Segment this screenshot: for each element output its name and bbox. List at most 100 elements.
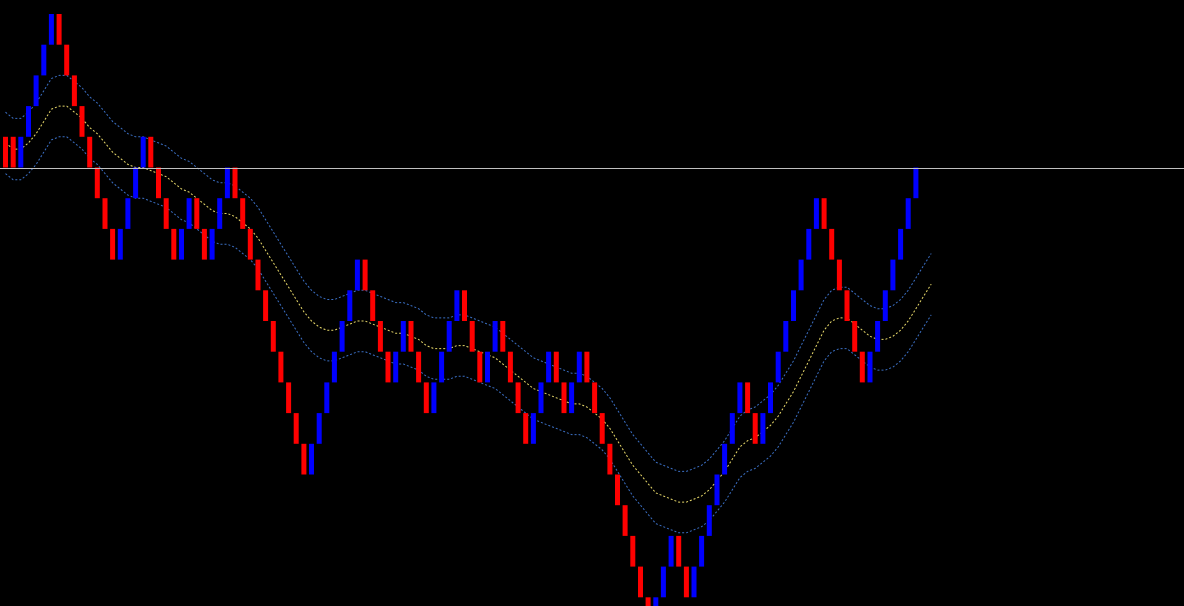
renko-brick-up (760, 413, 766, 444)
renko-brick-down (416, 351, 422, 383)
renko-brick-up (806, 228, 812, 260)
renko-brick-down (599, 413, 605, 444)
renko-brick-up (706, 505, 712, 536)
renko-brick-up (26, 106, 31, 137)
renko-brick-up (768, 382, 773, 414)
renko-brick-down (232, 167, 238, 199)
renko-brick-down (622, 505, 628, 536)
renko-brick-up (813, 198, 819, 229)
renko-brick-down (110, 228, 116, 260)
renko-brick-down (286, 382, 292, 414)
renko-brick-down (683, 566, 689, 598)
renko-brick-up (209, 228, 215, 260)
renko-brick-down (592, 382, 598, 414)
renko-brick-down (278, 351, 284, 383)
renko-brick-up (41, 44, 47, 76)
renko-brick-down (676, 535, 682, 567)
renko-brick-down (370, 290, 376, 321)
renko-brick-down (362, 259, 368, 291)
renko-brick-down (270, 321, 276, 352)
renko-brick-down (64, 44, 70, 76)
renko-brick-up (492, 321, 498, 352)
renko-brick-up (530, 413, 536, 444)
renko-brick-up (33, 75, 39, 107)
renko-brick-up (339, 321, 345, 352)
renko-brick-down (79, 106, 85, 137)
renko-brick-up (875, 321, 881, 352)
renko-brick-down (584, 351, 590, 383)
renko-brick-down (301, 443, 307, 475)
renko-brick-down (630, 535, 636, 567)
renko-brick-up (699, 535, 705, 567)
renko-brick-up (668, 535, 674, 567)
renko-brick-up (347, 290, 353, 321)
renko-brick-down (607, 443, 613, 475)
renko-brick-down (263, 290, 269, 321)
renko-brick-up (117, 228, 123, 260)
renko-brick-down (462, 290, 467, 321)
renko-brick-up (913, 167, 919, 199)
renko-brick-up (905, 198, 911, 229)
renko-brick-up (660, 566, 666, 598)
renko-brick-down (859, 351, 865, 383)
envelope-bands (5, 74, 932, 534)
renko-brick-up (439, 351, 445, 383)
renko-brick-down (561, 382, 567, 414)
renko-brick-down (201, 228, 207, 260)
renko-brick-down (3, 136, 8, 168)
renko-brick-up (569, 382, 575, 414)
renko-brick-down (836, 259, 842, 291)
renko-brick-up (791, 290, 796, 321)
renko-brick-down (377, 321, 383, 352)
renko-brick-up (48, 14, 54, 45)
renko-brick-up (576, 351, 582, 383)
renko-brick-up (783, 321, 789, 352)
renko-bricks (3, 14, 919, 606)
renko-brick-up (179, 228, 184, 260)
renko-brick-down (852, 321, 858, 352)
renko-brick-up (454, 290, 460, 321)
renko-brick-down (469, 321, 475, 352)
renko-brick-up (546, 351, 552, 383)
renko-brick-down (615, 474, 620, 506)
renko-brick-up (324, 382, 330, 414)
renko-brick-down (10, 136, 16, 168)
renko-brick-up (400, 321, 406, 352)
renko-brick-up (737, 382, 743, 414)
renko-brick-down (240, 198, 246, 229)
renko-brick-down (94, 167, 100, 199)
renko-brick-up (714, 474, 720, 506)
envelope-upper-line (5, 74, 932, 472)
renko-brick-down (247, 228, 253, 260)
renko-brick-down (423, 382, 429, 414)
renko-brick-up (140, 136, 146, 168)
renko-brick-down (523, 413, 529, 444)
renko-brick-up (722, 443, 728, 475)
renko-brick-up (18, 136, 24, 168)
renko-brick-down (102, 198, 108, 229)
renko-brick-down (645, 597, 651, 606)
renko-brick-up (775, 351, 781, 383)
renko-brick-up (653, 597, 659, 606)
renko-brick-up (331, 351, 337, 383)
renko-brick-up (393, 351, 399, 383)
renko-brick-down (293, 413, 299, 444)
renko-brick-down (385, 351, 391, 383)
renko-brick-down (500, 321, 506, 352)
renko-brick-up (898, 228, 904, 260)
renko-brick-down (507, 351, 513, 383)
renko-brick-down (829, 228, 835, 260)
renko-brick-down (56, 14, 62, 45)
renko-brick-down (752, 413, 758, 444)
envelope-middle-line (5, 105, 932, 503)
renko-brick-up (485, 351, 490, 383)
renko-brick-up (125, 198, 131, 229)
renko-brick-down (87, 136, 93, 168)
renko-brick-up (431, 382, 437, 414)
renko-brick-up (798, 259, 804, 291)
renko-brick-down (408, 321, 414, 352)
renko-brick-down (745, 382, 751, 414)
renko-brick-down (194, 198, 200, 229)
renko-brick-down (638, 566, 643, 598)
